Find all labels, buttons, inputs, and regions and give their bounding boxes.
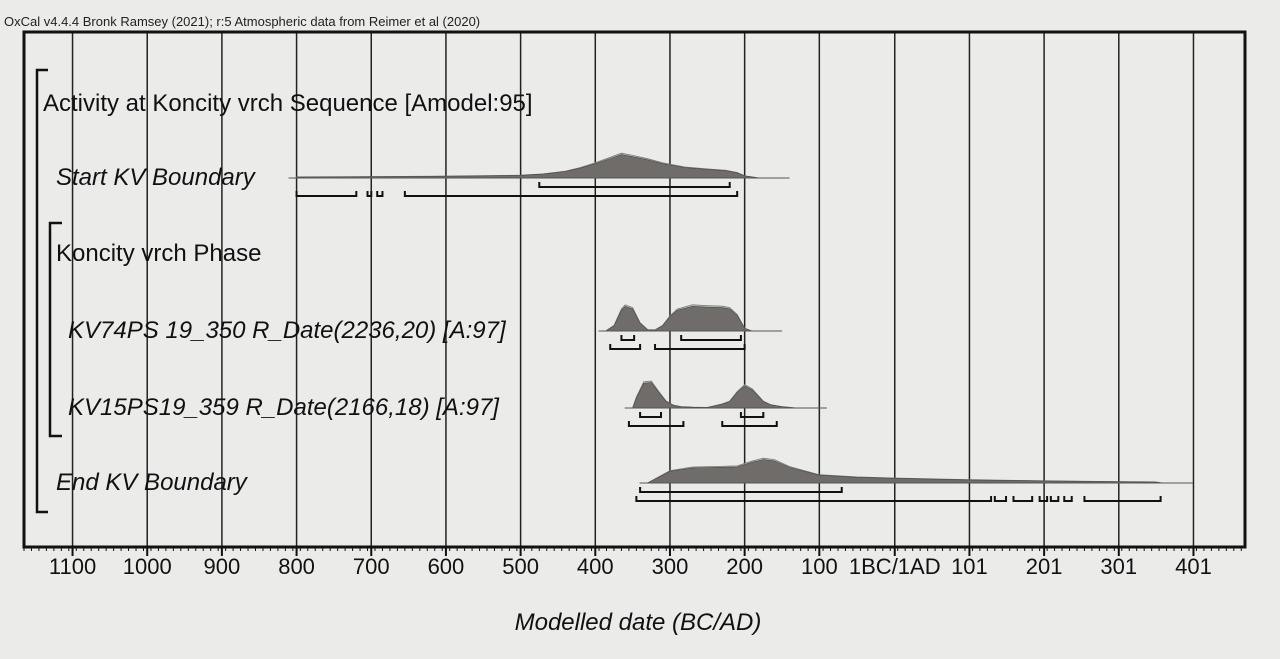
range-bracket <box>295 191 358 197</box>
tick-label: 200 <box>726 554 763 579</box>
range-bracket <box>1083 496 1162 502</box>
posterior-curve <box>296 154 760 179</box>
tick-label: 500 <box>502 554 539 579</box>
tick-label: 201 <box>1026 554 1063 579</box>
sequence-bracket <box>35 68 48 514</box>
plot-frame <box>22 30 1247 549</box>
tick-label: 100 <box>801 554 838 579</box>
tick-label: 800 <box>278 554 315 579</box>
phase-bracket <box>48 221 62 438</box>
tick-label: 1000 <box>123 554 172 579</box>
x-axis-label: Modelled date (BC/AD) <box>515 609 762 636</box>
structure-brackets <box>35 68 62 514</box>
range-bracket <box>739 412 765 418</box>
density-curves <box>288 152 1193 484</box>
row-label: KV15PS19_359 R_Date(2166,18) [A:97] <box>68 394 500 421</box>
row-label: Koncity vrch Phase <box>56 240 261 267</box>
tick-label: 600 <box>428 554 465 579</box>
tick-label: 101 <box>951 554 988 579</box>
range-bracket <box>620 335 636 341</box>
range-bracket <box>609 344 642 350</box>
row-label: Start KV Boundary <box>56 164 257 191</box>
tick-label: 301 <box>1100 554 1137 579</box>
range-bracket <box>1063 496 1073 502</box>
tick-label: 700 <box>353 554 390 579</box>
row-label: Activity at Koncity vrch Sequence [Amode… <box>43 90 533 117</box>
range-bracket <box>654 344 746 350</box>
tick-label: 401 <box>1175 554 1212 579</box>
posterior-curve <box>606 305 753 332</box>
range-bracket <box>538 182 731 188</box>
range-bracket <box>680 335 742 341</box>
range-bracket <box>635 496 993 502</box>
range-bracket <box>1012 496 1034 502</box>
x-axis: 1100 1000 900 800 700 600 500 400 300 200 100 1BC/1… <box>23 547 1242 579</box>
range-bracket <box>1049 496 1060 502</box>
range-bracket <box>993 496 1008 502</box>
range-bracket <box>721 421 778 427</box>
posterior-curve <box>647 459 1163 484</box>
range-bracket <box>639 487 843 493</box>
range-bracket <box>403 191 739 197</box>
range-bracket <box>376 191 384 197</box>
tick-label: 400 <box>577 554 614 579</box>
chart-header: OxCal v4.4.4 Bronk Ramsey (2021); r:5 At… <box>4 14 481 29</box>
range-bracket <box>627 421 685 427</box>
range-bracket <box>366 191 373 197</box>
range-bracket <box>639 412 663 418</box>
row-label: KV74PS 19_350 R_Date(2236,20) [A:97] <box>68 317 507 344</box>
grid-lines <box>71 32 1195 547</box>
range-bracket <box>1038 496 1049 502</box>
tick-label: 900 <box>204 554 241 579</box>
range-brackets <box>295 182 1162 502</box>
tick-label: 1100 <box>49 554 96 579</box>
row-label: End KV Boundary <box>56 469 249 496</box>
tick-label: 1BC/1AD <box>849 554 941 579</box>
posterior-curve <box>632 382 797 409</box>
row-labels: Activity at Koncity vrch Sequence [Amode… <box>43 90 533 496</box>
tick-label: 300 <box>652 554 689 579</box>
